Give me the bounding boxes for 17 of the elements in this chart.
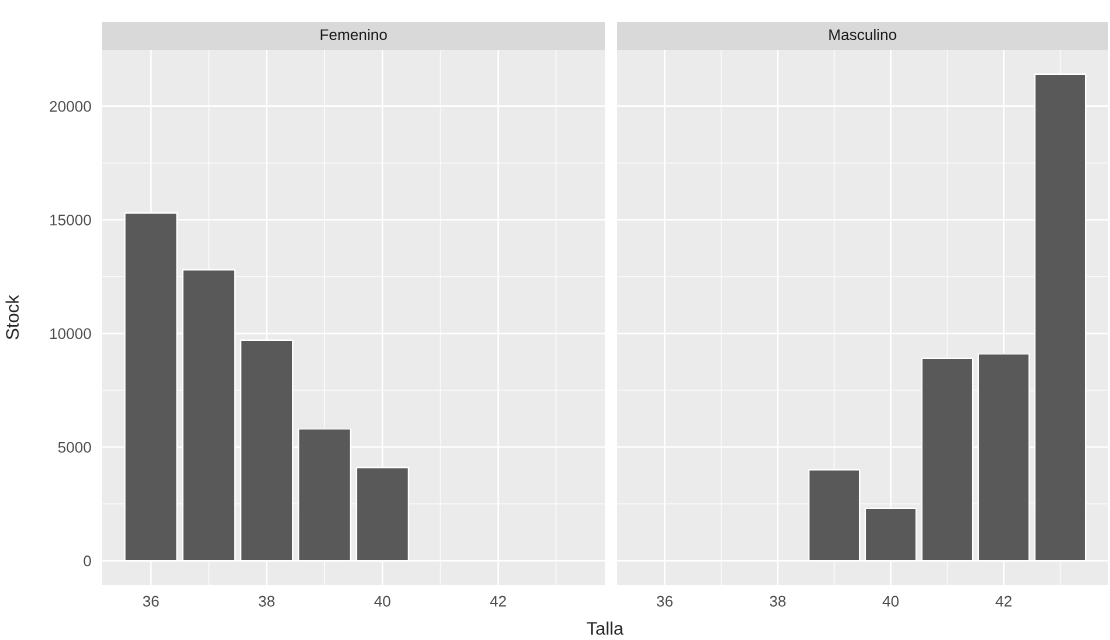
y-tick-label: 5000 (58, 441, 91, 453)
chart-title: Femenino (320, 28, 387, 41)
x-tick-label: 36 (656, 595, 673, 607)
y-tick-label: 15000 (50, 214, 91, 226)
y-tick-label: 20000 (49, 101, 91, 112)
y-tick-label: 0 (83, 555, 91, 567)
chart-title: Masculino (829, 28, 897, 41)
x-tick-label: 42 (490, 595, 506, 607)
y-axis-title: Stock (5, 294, 19, 340)
x-tick-label: 40 (882, 595, 899, 607)
x-tick-label: 38 (769, 595, 786, 607)
x-axis-title: Talla (586, 621, 624, 635)
x-tick-label: 36 (143, 595, 159, 607)
x-tick-label: 38 (258, 595, 275, 607)
x-tick-label: 40 (374, 595, 391, 607)
y-tick-label: 10000 (50, 328, 91, 340)
x-tick-label: 42 (995, 595, 1012, 607)
